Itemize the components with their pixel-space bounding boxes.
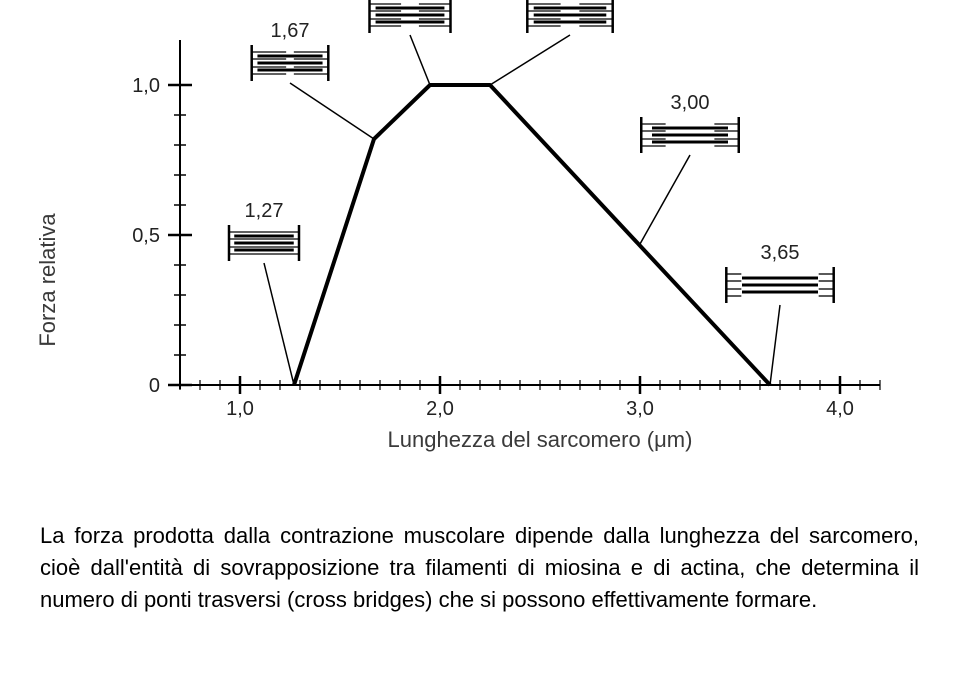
- y-axis-label: Forza relativa: [35, 213, 61, 346]
- page: 0 0,5 1,0 1,0 2,0 3,0 4,0 Lunghezza del sarcome…: [0, 0, 959, 691]
- svg-text:4,0: 4,0: [826, 398, 854, 420]
- caption-text: La forza prodotta dalla contrazione musc…: [40, 520, 919, 616]
- chart-svg: 0 0,5 1,0 1,0 2,0 3,0 4,0 Lunghezza del sarcome…: [60, 10, 900, 490]
- sarcomere-length-tension-chart: 0 0,5 1,0 1,0 2,0 3,0 4,0 Lunghezza del sarcome…: [60, 10, 900, 490]
- svg-text:2,0: 2,0: [426, 398, 454, 420]
- svg-text:3,0: 3,0: [626, 398, 654, 420]
- svg-text:1,0: 1,0: [132, 75, 160, 97]
- sarcomere-icon: [527, 0, 612, 33]
- sarcomere-icon: [229, 225, 299, 261]
- svg-text:1,27: 1,27: [245, 200, 284, 222]
- sarcomere-icon: [252, 45, 329, 81]
- svg-text:1,0: 1,0: [226, 398, 254, 420]
- svg-text:1,67: 1,67: [271, 20, 310, 42]
- sarcomere-icon: [641, 117, 739, 153]
- svg-text:0,5: 0,5: [132, 225, 160, 247]
- sarcomere-icon: [726, 267, 833, 303]
- svg-text:3,00: 3,00: [671, 92, 710, 114]
- svg-text:0: 0: [149, 375, 160, 397]
- svg-text:3,65: 3,65: [761, 242, 800, 264]
- sarcomere-icon: [370, 0, 451, 33]
- svg-text:Lunghezza del sarcomero (μm): Lunghezza del sarcomero (μm): [388, 427, 693, 452]
